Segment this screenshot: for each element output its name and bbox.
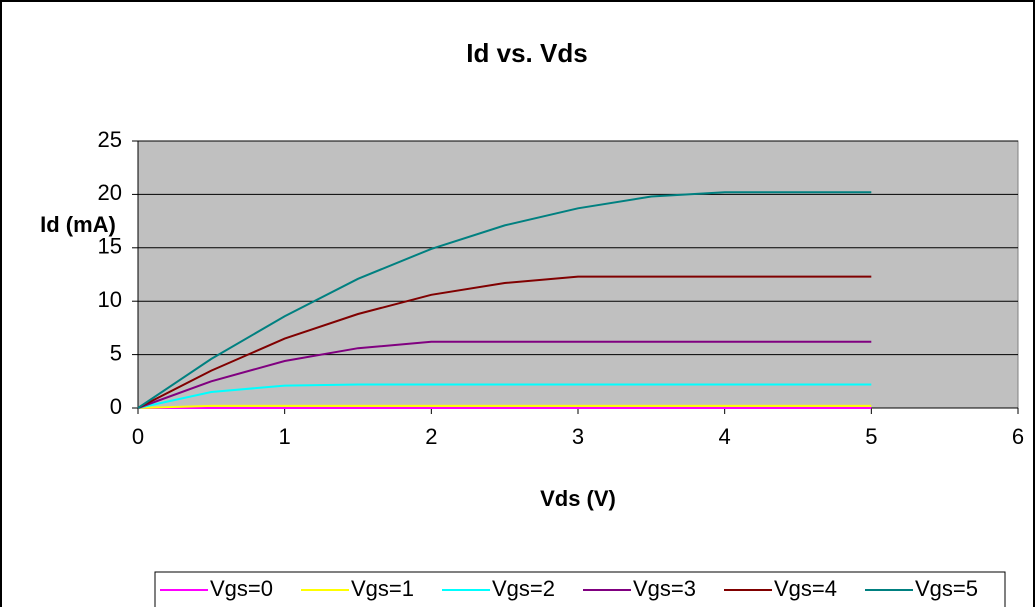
x-axis-label: Vds (V) (540, 486, 616, 511)
x-tick-label: 5 (865, 424, 877, 449)
x-tick-label: 0 (132, 424, 144, 449)
legend-label: Vgs=1 (351, 576, 414, 601)
x-tick-label: 6 (1012, 424, 1024, 449)
y-tick-label: 0 (110, 394, 122, 419)
y-axis-label: Id (mA) (40, 212, 116, 237)
series-line (137, 275, 872, 409)
series-line (137, 340, 872, 409)
y-tick-label: 5 (110, 340, 122, 365)
y-tick-label: 10 (98, 287, 122, 312)
series-line (137, 404, 872, 409)
x-tick-label: 2 (425, 424, 437, 449)
x-tick-label: 3 (572, 424, 584, 449)
chart-title: Id vs. Vds (466, 38, 587, 68)
series-line (137, 191, 872, 409)
legend-label: Vgs=4 (774, 576, 837, 601)
plot-area (137, 140, 1019, 409)
x-tick-label: 4 (719, 424, 731, 449)
legend-label: Vgs=5 (915, 576, 978, 601)
legend-label: Vgs=3 (633, 576, 696, 601)
legend-label: Vgs=0 (210, 576, 273, 601)
y-tick-label: 15 (98, 234, 122, 259)
legend (154, 571, 1006, 607)
x-tick-label: 1 (279, 424, 291, 449)
series-line (137, 383, 872, 409)
legend-label: Vgs=2 (492, 576, 555, 601)
y-tick-label: 25 (98, 127, 122, 152)
y-tick-label: 20 (98, 180, 122, 205)
